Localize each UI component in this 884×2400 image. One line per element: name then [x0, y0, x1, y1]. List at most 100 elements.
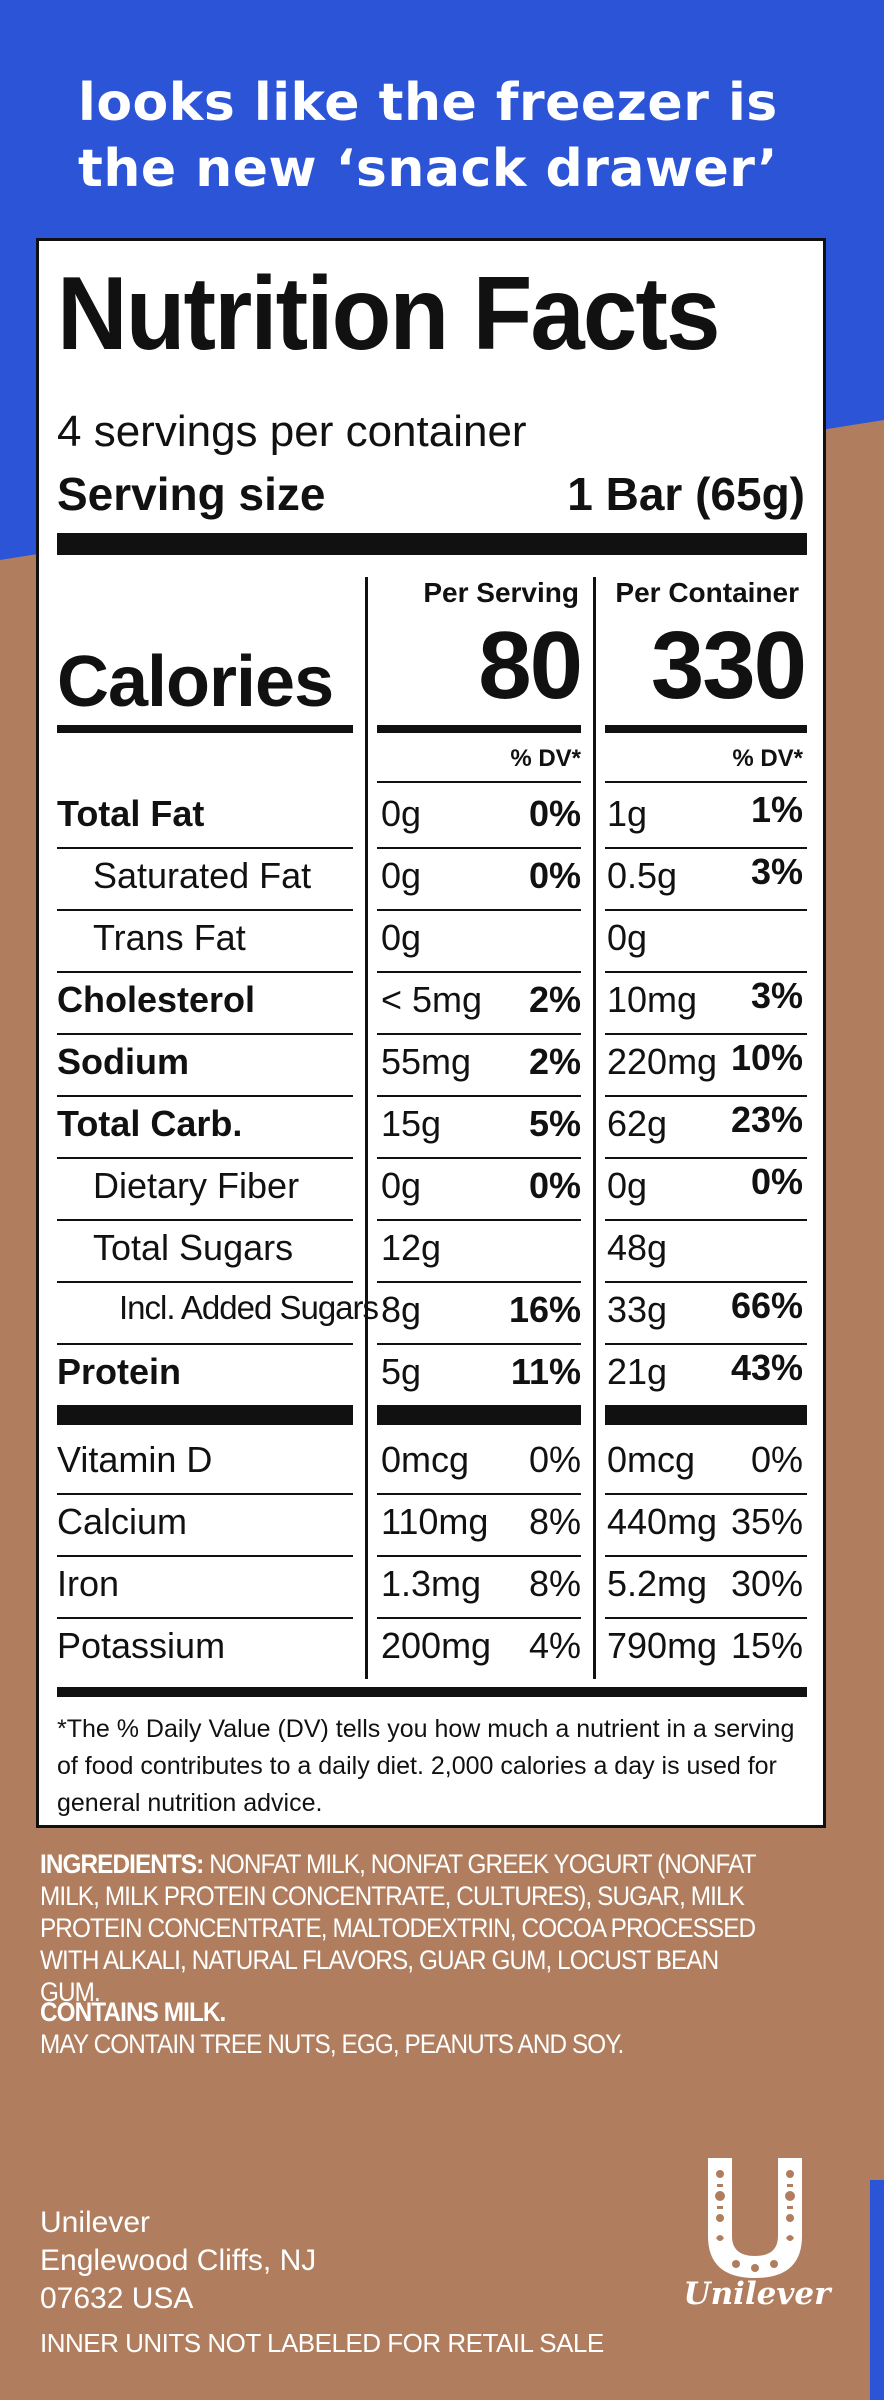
row-rule: [605, 1095, 807, 1097]
serving-dv: 8%: [528, 1563, 581, 1604]
company-address: Unilever Englewood Cliffs, NJ 07632 USA: [40, 2204, 316, 2318]
row-rule: [57, 1219, 353, 1221]
column-separator-right: [593, 577, 596, 1679]
row-rule: [605, 1033, 807, 1035]
serving-dv: 5%: [528, 1103, 581, 1144]
ingredients-statement: INGREDIENTS: NONFAT MILK, NONFAT GREEK Y…: [40, 1848, 760, 2008]
headline-line-1: looks like the freezer is: [78, 73, 778, 133]
container-amount: 62g: [607, 1103, 668, 1144]
nutrient-label: Protein: [57, 1351, 182, 1392]
row-rule: [57, 1617, 353, 1619]
calories-label: Calories: [57, 642, 334, 722]
serving-amount: 8g: [381, 1289, 422, 1330]
row-rule: [605, 1219, 807, 1221]
row-rule: [57, 909, 353, 911]
serving-amount: 55mg: [381, 1041, 472, 1082]
container-dv: 10%: [730, 1037, 803, 1078]
row-rule: [377, 1033, 581, 1035]
row-rule: [377, 1095, 581, 1097]
serving-dv: 2%: [528, 979, 581, 1020]
row-rule: [377, 1617, 581, 1619]
nutrient-label: Saturated Fat: [93, 855, 312, 896]
nutrition-facts-panel: Nutrition Facts 4 servings per container…: [36, 238, 826, 1828]
container-dv: 0%: [750, 1439, 803, 1480]
ingredients-label: INGREDIENTS:: [40, 1849, 204, 1879]
row-rule: [57, 1555, 353, 1557]
container-amount: 10mg: [607, 979, 698, 1020]
heavy-rule-vitamins-label: [57, 1405, 353, 1425]
row-rule: [605, 1493, 807, 1495]
row-rule: [377, 1343, 581, 1345]
row-rule: [57, 1343, 353, 1345]
nutrient-label: Total Fat: [57, 793, 205, 834]
vitamin-label: Potassium: [57, 1625, 226, 1666]
container-dv: 23%: [730, 1099, 803, 1140]
calories-rule-container: [605, 725, 807, 733]
row-rule: [605, 1157, 807, 1159]
heavy-rule-vitamins-container: [605, 1405, 807, 1425]
vitamin-label: Calcium: [57, 1501, 188, 1542]
row-rule: [605, 1617, 807, 1619]
company-name: Unilever: [40, 2206, 151, 2239]
row-rule: [377, 1157, 581, 1159]
serving-amount: 5g: [381, 1351, 422, 1392]
serving-amount: 200mg: [381, 1625, 492, 1666]
serving-dv: 16%: [508, 1289, 581, 1330]
heavy-rule-top: [57, 533, 807, 555]
serving-amount: 0g: [381, 917, 422, 958]
row-rule: [57, 1157, 353, 1159]
headline: looks like the freezer is the new ‘snack…: [78, 70, 838, 202]
nutrient-label: Total Carb.: [57, 1103, 243, 1144]
row-rule: [605, 1281, 807, 1283]
row-rule: [57, 1493, 353, 1495]
container-dv: 30%: [730, 1563, 803, 1604]
row-rule: [377, 909, 581, 911]
dv-header-container: % DV*: [732, 745, 803, 772]
vitamin-label: Iron: [57, 1563, 120, 1604]
row-rule: [605, 971, 807, 973]
calories-rule-label: [57, 725, 353, 733]
serving-size-label: Serving size: [57, 468, 326, 520]
headline-line-2: the new ‘snack drawer’: [78, 139, 778, 199]
serving-dv: 4%: [528, 1625, 581, 1666]
serving-dv: 0%: [528, 1439, 581, 1480]
container-amount: 0.5g: [607, 855, 678, 896]
container-dv: 0%: [750, 1161, 803, 1202]
column-separator-left: [365, 577, 368, 1679]
unilever-logo-wordmark: Unilever: [683, 2276, 831, 2312]
serving-size-value: 1 Bar (65g): [567, 468, 805, 520]
allergen-statement: CONTAINS MILK. MAY CONTAIN TREE NUTS, EG…: [40, 1996, 760, 2060]
container-dv: 3%: [750, 851, 803, 892]
row-rule: [57, 847, 353, 849]
row-rule: [377, 1493, 581, 1495]
container-amount: 220mg: [607, 1041, 718, 1082]
serving-dv: 0%: [528, 1165, 581, 1206]
nutrient-label: Cholesterol: [57, 979, 256, 1020]
row-rule: [605, 1343, 807, 1345]
container-dv: 66%: [730, 1285, 803, 1326]
header-per-serving: Per Serving: [423, 577, 579, 608]
row-rule: [605, 847, 807, 849]
row-rule: [377, 1555, 581, 1557]
nutrient-label: Sodium: [57, 1041, 189, 1082]
container-dv: 43%: [730, 1347, 803, 1388]
serving-amount: 0g: [381, 855, 422, 896]
company-city: Englewood Cliffs, NJ: [40, 2244, 317, 2277]
nutrient-label: Total Sugars: [93, 1227, 294, 1268]
row-rule: [377, 847, 581, 849]
container-amount: 440mg: [607, 1501, 718, 1542]
daily-value-footnote: *The % Daily Value (DV) tells you how mu…: [57, 1715, 795, 1817]
row-rule: [57, 1033, 353, 1035]
serving-amount: 0g: [381, 1165, 422, 1206]
unilever-logo-icon: [708, 2158, 802, 2278]
serving-amount: 0g: [381, 793, 422, 834]
container-amount: 0g: [607, 1165, 648, 1206]
row-rule: [377, 1281, 581, 1283]
container-amount: 790mg: [607, 1625, 718, 1666]
container-dv: 15%: [730, 1625, 803, 1666]
container-amount: 0mcg: [607, 1439, 696, 1480]
vitamin-label: Vitamin D: [57, 1439, 213, 1480]
nutrition-facts-title: Nutrition Facts: [57, 256, 720, 372]
container-dv: 35%: [730, 1501, 803, 1542]
dv-rule-serving: [377, 781, 581, 783]
